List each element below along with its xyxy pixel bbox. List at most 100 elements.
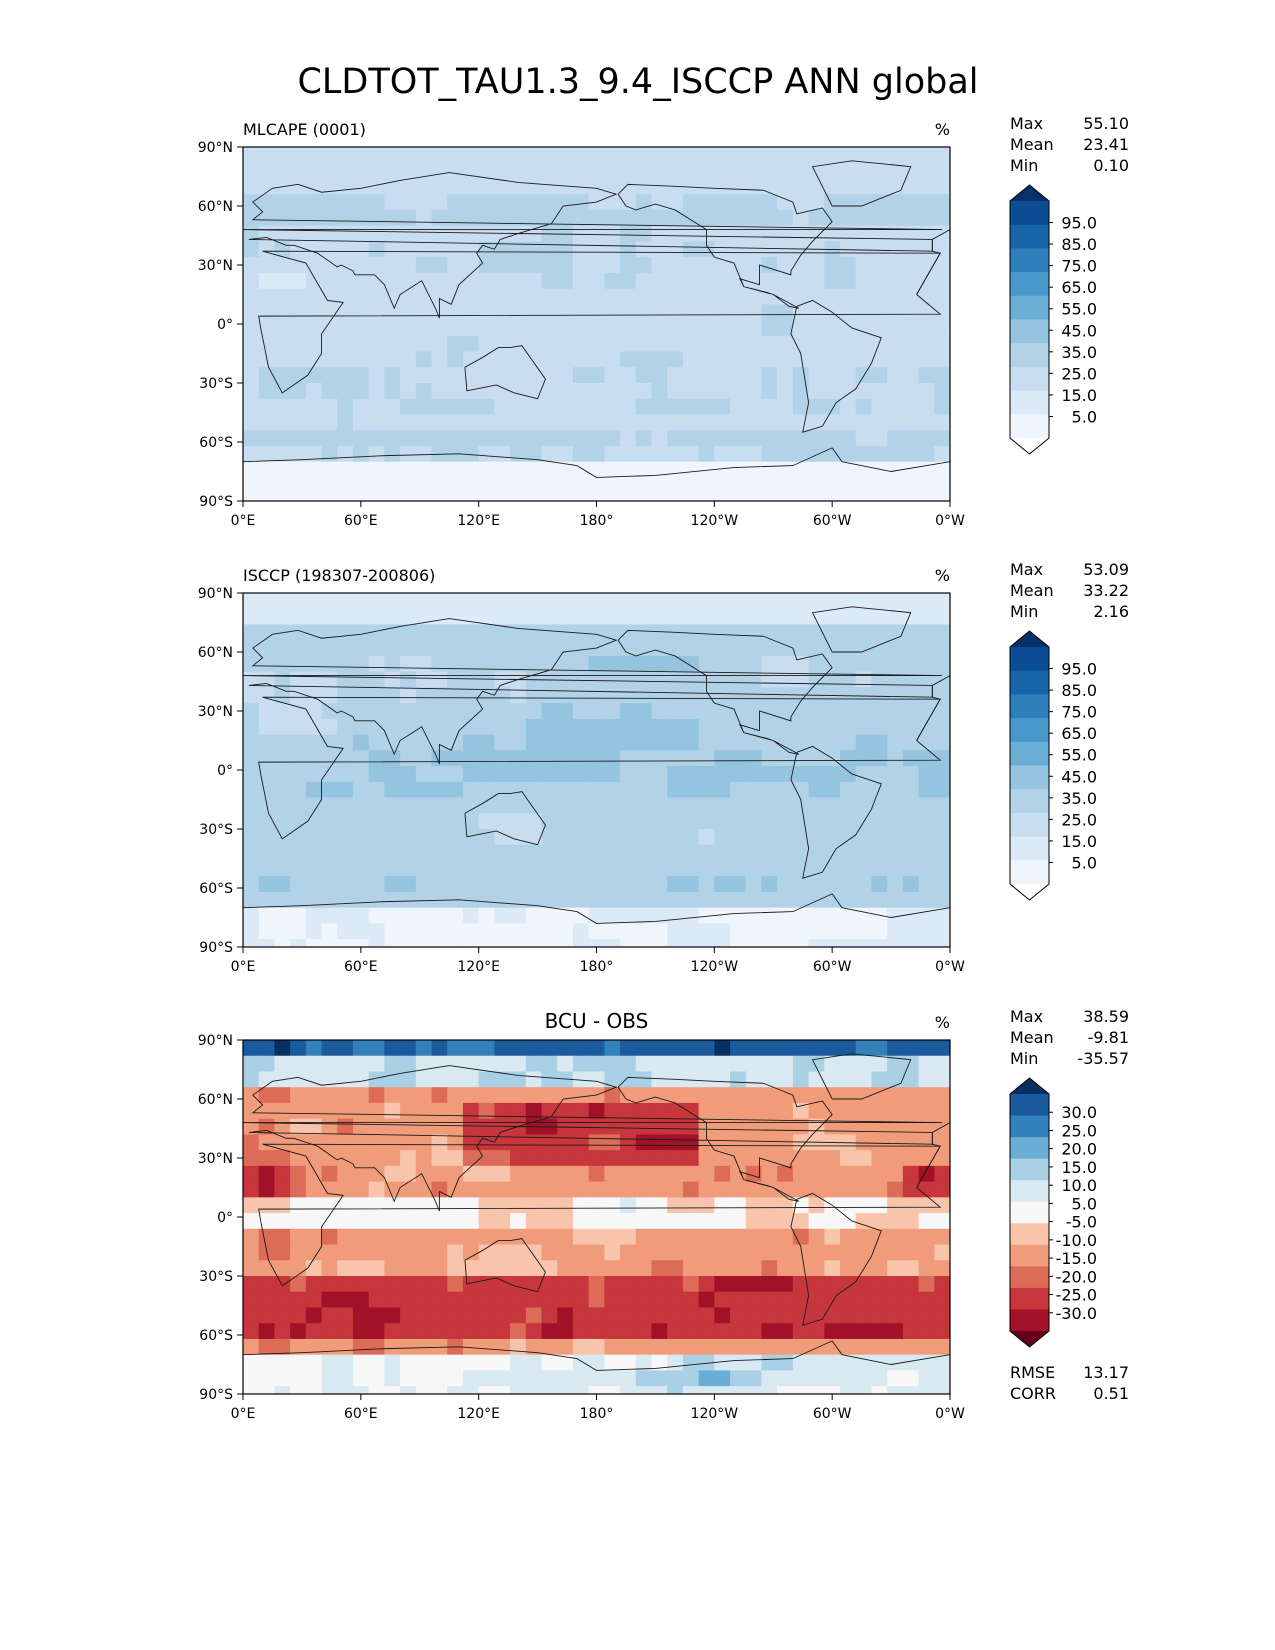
colorbar-segment — [1010, 1266, 1049, 1289]
coastline — [243, 447, 950, 501]
coastline — [258, 696, 942, 840]
map-field-diff — [243, 1040, 950, 1394]
stat-label: Max — [1010, 560, 1043, 579]
lon-tick-label: 180° — [580, 959, 614, 975]
colorbar-level-label: 45.0 — [1061, 767, 1097, 786]
colorbar-level-label: 5.0 — [1072, 1194, 1097, 1213]
colorbar-segment — [1010, 319, 1049, 344]
colorbar-segment — [1010, 272, 1049, 297]
colorbar-outline — [1009, 630, 1050, 901]
lon-tick-label: 120°W — [691, 1406, 739, 1422]
colorbar-segment — [1010, 295, 1049, 320]
map-field-model — [243, 147, 950, 501]
figure-title: CLDTOT_TAU1.3_9.4_ISCCP ANN global — [297, 62, 978, 102]
lat-tick-label: 30°N — [198, 1151, 233, 1167]
colorbar-level-label: 55.0 — [1061, 300, 1097, 319]
stat-value: 38.59 — [1083, 1007, 1129, 1026]
colorbar-segment — [1010, 836, 1049, 861]
colorbar-extend-bottom — [1010, 438, 1049, 454]
lat-tick-label: 60°N — [198, 199, 233, 215]
colorbar-segment — [1010, 390, 1049, 415]
colorbar-level-label: 85.0 — [1061, 681, 1097, 700]
lon-tick-label: 60°E — [344, 1406, 378, 1422]
colorbar-level-label: 15.0 — [1061, 832, 1097, 851]
lat-tick-label: 90°S — [199, 940, 233, 956]
colorbar-outline — [1009, 184, 1050, 455]
coastline — [258, 250, 942, 394]
colorbar-segment — [1010, 670, 1049, 695]
colorbar-extend-top — [1010, 1078, 1049, 1094]
coastline — [243, 893, 950, 947]
lat-tick-label: 90°N — [198, 140, 233, 156]
colorbar-segment — [1010, 1094, 1049, 1117]
stat-label: Min — [1010, 1049, 1038, 1068]
colorbar-diff: 30.025.020.015.010.05.0-5.0-10.0-15.0-20… — [1009, 1077, 1097, 1348]
colorbar-segment — [1010, 343, 1049, 368]
colorbar-level-label: -15.0 — [1056, 1249, 1097, 1268]
coastline — [916, 1122, 950, 1188]
colorbar-model: 95.0 85.0 75.0 65.0 55.0 45.0 35.0 25.0 15.0 5.0 — [1009, 184, 1097, 455]
lon-tick-label: 0°W — [935, 1406, 965, 1422]
coastline — [811, 606, 912, 653]
colorbar-segment — [1010, 694, 1049, 719]
lat-tick-label: 30°S — [199, 1269, 233, 1285]
map-field-obs — [243, 593, 950, 947]
coastline — [617, 1076, 833, 1202]
coastline — [916, 675, 950, 741]
coastline — [258, 1143, 942, 1287]
colorbar-level-label: 5.0 — [1072, 407, 1097, 426]
panel-title: BCU - OBS — [545, 1009, 649, 1033]
colorbar-segment — [1010, 1309, 1049, 1332]
colorbar-level-label: 55.0 — [1061, 746, 1097, 765]
colorbar-level-label: 20.0 — [1061, 1140, 1097, 1159]
coastline — [617, 183, 833, 309]
colorbar-level-label: 35.0 — [1061, 343, 1097, 362]
stat-label: Mean — [1010, 581, 1054, 600]
colorbar-extend-top — [1010, 185, 1049, 201]
stat-value: 2.16 — [1093, 602, 1129, 621]
coastline — [243, 1065, 943, 1212]
colorbar-level-label: 95.0 — [1061, 214, 1097, 233]
lon-tick-label: 120°E — [457, 513, 500, 529]
units-label: % — [935, 120, 950, 139]
stat-label: Max — [1010, 114, 1043, 133]
lon-tick-label: 60°W — [813, 513, 852, 529]
colorbar-level-label: 5.0 — [1072, 853, 1097, 872]
colorbar-level-label: -10.0 — [1056, 1231, 1097, 1250]
colorbar-segment — [1010, 1287, 1049, 1310]
coastline — [464, 1238, 546, 1293]
stat-value: -35.57 — [1077, 1049, 1129, 1068]
stat-label: RMSE — [1010, 1363, 1055, 1382]
colorbar-segment — [1010, 1244, 1049, 1267]
lat-tick-label: 90°S — [199, 1387, 233, 1403]
coastline — [464, 345, 546, 400]
coastline — [243, 618, 943, 765]
coastline — [617, 629, 833, 755]
panel-title: ISCCP (198307-200806) — [243, 566, 435, 585]
lat-tick-label: 0° — [217, 1210, 233, 1226]
stat-label: Mean — [1010, 1028, 1054, 1047]
lon-tick-label: 120°W — [691, 513, 739, 529]
coastline — [790, 299, 882, 433]
colorbar-segment — [1010, 414, 1049, 439]
lon-tick-label: 180° — [580, 1406, 614, 1422]
colorbar-segment — [1010, 1180, 1049, 1203]
colorbar-segment — [1010, 1223, 1049, 1246]
colorbar-segment — [1010, 789, 1049, 814]
stat-value: 0.10 — [1093, 156, 1129, 175]
colorbar-level-label: -25.0 — [1056, 1286, 1097, 1305]
lon-tick-label: 0°W — [935, 959, 965, 975]
colorbar-level-label: 65.0 — [1061, 278, 1097, 297]
coastline — [243, 1340, 950, 1394]
lat-tick-label: 60°S — [199, 881, 233, 897]
colorbar-level-label: 30.0 — [1061, 1103, 1097, 1122]
lat-tick-label: 90°N — [198, 586, 233, 602]
lon-tick-label: 0°E — [231, 513, 256, 529]
colorbar-segment — [1010, 860, 1049, 885]
lat-tick-label: 60°N — [198, 645, 233, 661]
lat-tick-label: 90°N — [198, 1033, 233, 1049]
units-label: % — [935, 1013, 950, 1032]
stat-label: CORR — [1010, 1384, 1056, 1403]
lon-tick-label: 0°E — [231, 959, 256, 975]
stat-label: Min — [1010, 602, 1038, 621]
